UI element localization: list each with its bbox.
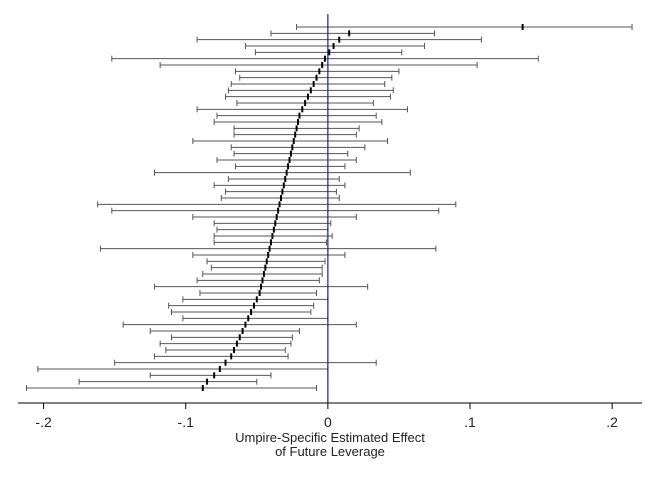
x-tick-label: -.2 [35,414,52,430]
x-tick-label: 0 [324,414,332,430]
x-tick-label: .2 [606,414,618,430]
x-axis-label: Umpire-Specific Estimated Effect [235,430,425,445]
x-tick-label: .1 [464,414,476,430]
x-tick-label: -.1 [178,414,195,430]
x-axis-label: of Future Leverage [275,444,385,459]
